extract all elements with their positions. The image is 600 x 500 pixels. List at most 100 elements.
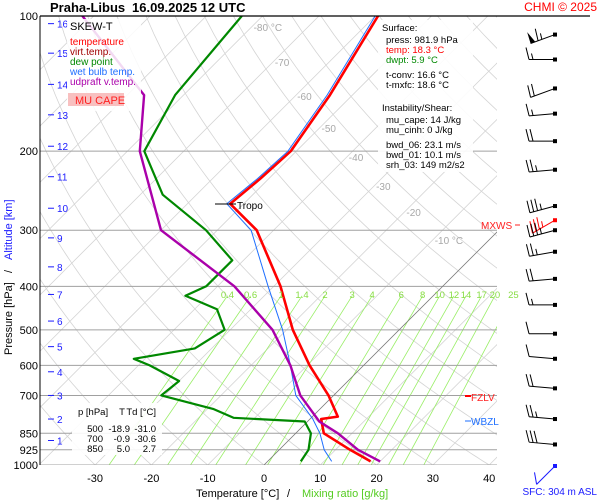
- wind-barb-flag: [525, 344, 530, 357]
- legend-dew-point: dew point: [70, 57, 113, 68]
- wind-barb-flag: [534, 222, 539, 236]
- legend-updraft: udpraft v.temp.: [70, 77, 136, 88]
- wind-barb-flag: [525, 373, 530, 387]
- wind-barb-flag: [529, 268, 534, 281]
- wind-barb-flag: [525, 404, 530, 417]
- isotherm-line: [488, 456, 497, 465]
- wind-barb: [527, 83, 557, 98]
- tropopause-label: Tropo: [237, 201, 263, 212]
- series-layer: [81, 16, 381, 463]
- wind-barb-flag: [527, 85, 532, 98]
- mixing-ratio-label: 20: [490, 290, 501, 301]
- surface-title: Surface:: [382, 23, 417, 34]
- wind-barb-staff: [529, 441, 556, 445]
- mixing-ratio-label: 2: [322, 290, 327, 301]
- wind-barb: [525, 47, 557, 62]
- wind-barb-staff: [529, 278, 556, 282]
- wind-barb-station: [553, 276, 557, 281]
- y-axis-title: Pressure [hPa]: [3, 282, 15, 355]
- isotherm-line: [376, 344, 497, 465]
- wind-barb-half-flag: [535, 248, 538, 255]
- fzlv-label: FZLV: [471, 393, 495, 404]
- pressure-tick-label: 400: [20, 281, 38, 293]
- mixing-ratio-label: 4: [369, 290, 374, 301]
- surface-press: press: 981.9 hPa: [386, 35, 459, 46]
- y-axis-sep: /: [3, 269, 15, 273]
- isotherm-line: [546, 16, 600, 465]
- altitude-tick-label: 6: [57, 317, 63, 328]
- temperature-tick-label: -20: [143, 473, 159, 485]
- temperature-tick-label: 20: [370, 473, 382, 485]
- wind-barb-station: [553, 86, 557, 91]
- isotherm-line: [40, 16, 432, 409]
- mixing-ratio-label: 14: [461, 290, 472, 301]
- surface-tmxfc: t-mxfc: 18.6 °C: [386, 80, 449, 91]
- wbzl-label: WBZL: [471, 417, 499, 428]
- surface-tconv: t-conv: 16.6 °C: [386, 70, 449, 81]
- wind-barb-station: [553, 417, 557, 422]
- table-header: Td [°C]: [126, 407, 156, 418]
- legend-wet-bulb: wet bulb temp.: [69, 67, 135, 78]
- wind-barb: [525, 159, 557, 173]
- altitude-tick-label: 16: [57, 20, 69, 31]
- wind-barb-station: [553, 111, 557, 116]
- pressure-tick-label: 1000: [14, 460, 38, 472]
- wind-barb-staff: [529, 356, 556, 360]
- altitude-tick-label: 2: [57, 415, 63, 426]
- wind-barb-flag: [530, 199, 535, 212]
- isotherm-line: [207, 175, 497, 465]
- wind-barb: [525, 344, 557, 361]
- pressure-tick-label: 700: [20, 390, 38, 402]
- mixing-ratio-label: 17: [476, 290, 487, 301]
- temperature-tick-label: 30: [427, 473, 439, 485]
- dry-adiabat: [40, 137, 321, 465]
- wind-barb-flag: [525, 244, 530, 257]
- altitude-tick-label: 5: [57, 343, 63, 354]
- wind-barb-flag: [525, 159, 530, 173]
- wind-barb-station: [553, 386, 557, 391]
- wind-barb-half-flag: [531, 298, 534, 306]
- wind-barb-staff: [529, 416, 556, 420]
- wind-barb-flag: [530, 223, 535, 237]
- altitude-tick-label: 11: [57, 173, 68, 184]
- altitude-tick-label: 1: [57, 437, 63, 448]
- altitude-tick-label: 7: [57, 290, 63, 301]
- wind-barb-flag: [533, 430, 538, 444]
- wind-barb: [525, 373, 557, 391]
- wind-barb-flag: [536, 217, 540, 230]
- sfc-height-label: SFC: 304 m ASL: [523, 487, 598, 498]
- isotherm-label: -80 °C: [254, 23, 282, 34]
- temperature-tick-label: -30: [87, 473, 103, 485]
- wind-barb-staff: [529, 113, 556, 117]
- wind-barb: [526, 222, 557, 238]
- x-axis-title-mixing: Mixing ratio [g/kg]: [302, 488, 388, 500]
- series-wet-bulb-temp: [226, 16, 376, 462]
- bwd-01: bwd_01: 10.1 m/s: [386, 150, 461, 161]
- dry-adiabat: [174, 16, 497, 368]
- wind-barb: [525, 268, 557, 282]
- mixing-ratio-line: [190, 295, 303, 465]
- dry-adiabat: [291, 16, 497, 237]
- wind-barb-flag: [529, 430, 534, 443]
- y-axis-title-altitude: Altitude [km]: [3, 199, 15, 260]
- wind-barb-station: [553, 356, 557, 361]
- mixing-ratio-line: [370, 295, 467, 465]
- wind-barb-flag: [529, 243, 534, 256]
- wind-barb-flag: [529, 129, 534, 142]
- surface-dwpt: dwpt: 5.9 °C: [386, 55, 438, 66]
- isotherm-line: [151, 118, 497, 465]
- dry-adiabat: [320, 16, 497, 205]
- series-temperature: [228, 16, 380, 463]
- altitude-tick-label: 4: [57, 368, 63, 379]
- wind-barb-flag: [529, 374, 534, 387]
- table-cell: 850: [87, 444, 103, 455]
- isotherm-label: -10 °C: [435, 236, 463, 247]
- wind-barb-staff: [529, 169, 556, 173]
- srh-03: srh_03: 149 m2/s2: [386, 160, 465, 171]
- altitude-tick-label: 12: [57, 142, 69, 153]
- dry-adiabat: [495, 16, 497, 18]
- wind-barb-station: [553, 331, 557, 336]
- dry-adiabat: [583, 16, 600, 465]
- dry-adiabat: [233, 16, 497, 302]
- wind-barb-flag: [534, 472, 538, 485]
